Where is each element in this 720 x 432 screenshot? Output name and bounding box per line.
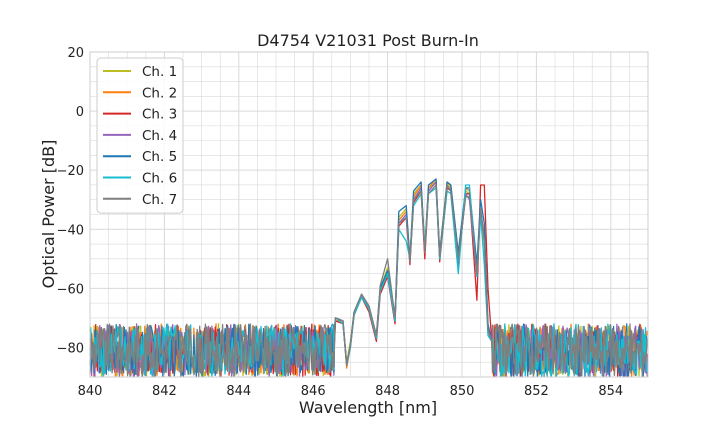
x-tick-label: 850	[450, 384, 475, 399]
y-tick-label: −60	[57, 282, 84, 297]
x-tick-label: 846	[301, 384, 326, 399]
x-tick-label: 840	[78, 384, 103, 399]
y-tick-label: 0	[76, 105, 84, 120]
x-tick-label: 842	[152, 384, 177, 399]
legend: Ch. 1 Ch. 2 Ch. 3 Ch. 4 Ch. 5 Ch. 6 Ch. 7	[96, 57, 184, 214]
series-lines	[89, 178, 648, 378]
chart-title: D4754 V21031 Post Burn-In	[257, 31, 479, 50]
y-tick-label: −40	[57, 223, 84, 238]
y-tick-label: −80	[57, 341, 84, 356]
legend-label: Ch. 7	[142, 192, 177, 208]
y-axis-label: Optical Power [dB]	[39, 140, 58, 289]
y-tick-label: 20	[67, 46, 84, 61]
legend-label: Ch. 5	[142, 149, 177, 165]
legend-label: Ch. 1	[142, 64, 177, 80]
legend-label: Ch. 3	[142, 107, 177, 123]
legend-label: Ch. 6	[142, 171, 177, 187]
x-axis-label: Wavelength [nm]	[299, 398, 437, 417]
legend-label: Ch. 2	[142, 85, 177, 101]
x-tick-label: 848	[375, 384, 400, 399]
x-tick-label: 852	[524, 384, 549, 399]
series-line-ch6	[89, 184, 648, 378]
x-tick-label: 844	[226, 384, 251, 399]
legend-label: Ch. 4	[142, 128, 177, 144]
legend-box	[96, 57, 184, 214]
y-tick-label: −20	[57, 164, 84, 179]
plot-frame	[89, 51, 649, 378]
series-line-ch7	[89, 184, 648, 378]
tick-labels: 840 842 844 846 848 850 852 854 20 0 −20 −40 −60 −80	[57, 46, 624, 399]
x-tick-label: 854	[598, 384, 623, 399]
